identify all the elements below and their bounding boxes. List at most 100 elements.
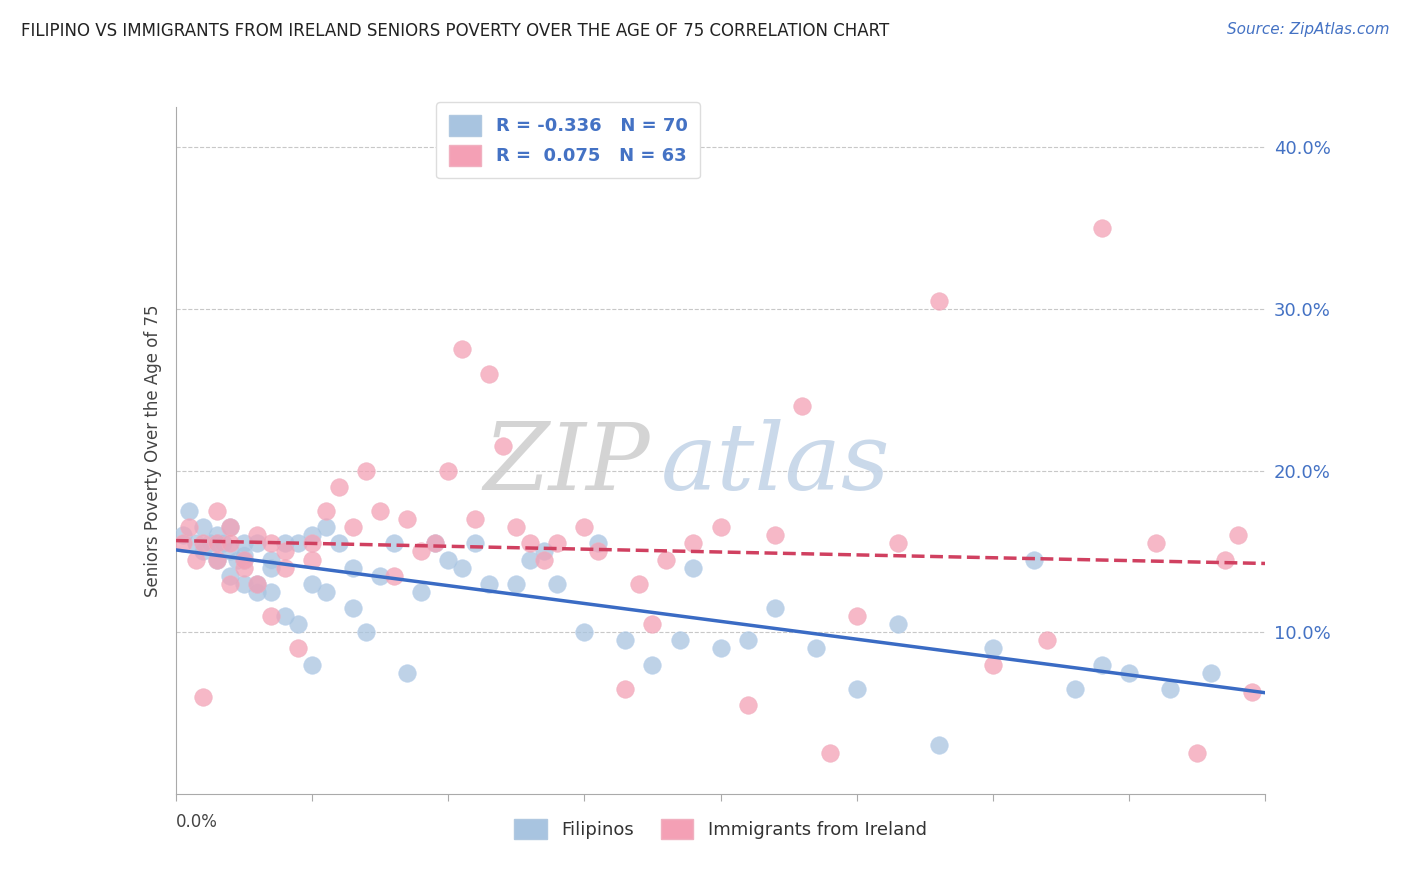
Point (574, 625, 596, 640)
Point (478, 576, 501, 591)
Point (382, 568, 405, 582)
Point (1022, 552, 1045, 566)
Point (368, 568, 391, 582)
Point (981, 641, 1004, 656)
Point (287, 641, 309, 656)
Point (191, 544, 214, 558)
Point (586, 544, 609, 558)
Point (260, 585, 283, 599)
Point (315, 520, 337, 534)
Point (287, 536, 309, 550)
Point (710, 520, 733, 534)
Point (396, 512, 419, 526)
Text: FILIPINO VS IMMIGRANTS FROM IRELAND SENIORS POVERTY OVER THE AGE OF 75 CORRELATI: FILIPINO VS IMMIGRANTS FROM IRELAND SENI… (21, 22, 890, 40)
Point (172, 536, 194, 550)
Point (179, 504, 201, 518)
Point (260, 536, 283, 550)
Point (1199, 665, 1222, 680)
Point (226, 552, 249, 566)
Point (737, 633, 759, 648)
Point (246, 528, 269, 542)
Point (219, 520, 242, 534)
Point (763, 601, 786, 615)
Point (519, 536, 541, 550)
Point (1091, 657, 1114, 672)
Point (205, 552, 228, 566)
Point (274, 544, 297, 558)
Point (464, 512, 486, 526)
Point (533, 544, 555, 558)
Point (274, 560, 297, 574)
Point (342, 601, 364, 615)
Point (212, 536, 235, 550)
Point (763, 528, 786, 542)
Point (301, 528, 323, 542)
Point (368, 504, 391, 518)
Point (382, 536, 405, 550)
Point (928, 293, 950, 308)
Point (1063, 681, 1085, 696)
Point (492, 439, 515, 453)
Point (186, 536, 208, 550)
Point (737, 698, 759, 712)
Text: Source: ZipAtlas.com: Source: ZipAtlas.com (1226, 22, 1389, 37)
Point (260, 552, 283, 566)
Point (423, 536, 446, 550)
Point (205, 552, 228, 566)
Point (450, 343, 472, 357)
Point (172, 528, 194, 542)
Point (232, 552, 254, 566)
Point (342, 560, 364, 574)
Point (232, 576, 254, 591)
Point (315, 585, 337, 599)
Point (505, 576, 527, 591)
Point (792, 399, 814, 413)
Point (219, 544, 242, 558)
Point (886, 617, 908, 632)
Point (356, 464, 378, 478)
Point (356, 625, 378, 640)
Point (423, 536, 446, 550)
Point (1187, 747, 1209, 761)
Point (191, 536, 214, 550)
Point (198, 536, 221, 550)
Point (505, 520, 527, 534)
Point (519, 552, 541, 566)
Point (274, 609, 297, 624)
Point (1159, 681, 1181, 696)
Point (301, 552, 323, 566)
Point (450, 560, 472, 574)
Point (409, 544, 432, 558)
Point (274, 536, 297, 550)
Point (1227, 528, 1250, 542)
Point (301, 657, 323, 672)
Point (205, 536, 228, 550)
Point (614, 633, 637, 648)
Point (246, 536, 269, 550)
Y-axis label: Seniors Poverty Over the Age of 75: Seniors Poverty Over the Age of 75 (143, 304, 162, 597)
Point (627, 576, 650, 591)
Point (641, 617, 664, 632)
Point (655, 552, 678, 566)
Point (205, 528, 228, 542)
Point (186, 552, 208, 566)
Text: atlas: atlas (661, 419, 890, 509)
Point (179, 520, 201, 534)
Point (342, 520, 364, 534)
Point (546, 576, 568, 591)
Point (668, 633, 690, 648)
Point (191, 520, 214, 534)
Point (246, 585, 269, 599)
Point (219, 536, 242, 550)
Point (1036, 633, 1059, 648)
Point (1091, 221, 1114, 235)
Point (191, 690, 214, 704)
Point (246, 576, 269, 591)
Text: 0.0%: 0.0% (176, 814, 218, 831)
Legend: Filipinos, Immigrants from Ireland: Filipinos, Immigrants from Ireland (508, 812, 934, 847)
Point (301, 536, 323, 550)
Point (1240, 685, 1263, 699)
Point (804, 641, 827, 656)
Point (437, 464, 460, 478)
Point (219, 568, 242, 582)
